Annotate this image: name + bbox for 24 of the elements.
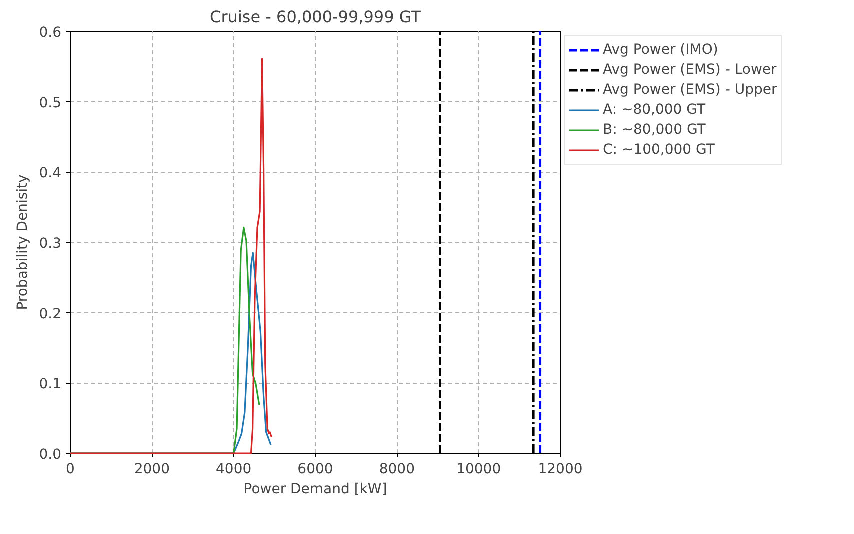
- x-axis-title: Power Demand [kW]: [244, 482, 388, 498]
- y-tick-label: 0.0: [39, 447, 62, 463]
- x-tick-label: 10000: [456, 462, 502, 478]
- legend-label: A: ~80,000 GT: [603, 102, 706, 118]
- y-tick-label: 0.1: [39, 376, 62, 393]
- y-tick-label: 0.5: [39, 95, 62, 112]
- line-series: [70, 58, 273, 454]
- y-tick-label: 0.6: [39, 25, 62, 41]
- x-tick-label: 4000: [216, 462, 252, 478]
- legend-label: B: ~80,000 GT: [603, 122, 706, 138]
- chart-title: Cruise - 60,000-99,999 GT: [210, 8, 422, 26]
- x-tick-label: 0: [66, 462, 75, 478]
- legend-label: Avg Power (IMO): [603, 42, 718, 58]
- x-tick-label: 12000: [538, 462, 583, 478]
- y-axis-title: Probability Denisity: [15, 174, 32, 310]
- legend-label: Avg Power (EMS) - Upper: [603, 82, 778, 98]
- x-tick-label: 2000: [134, 462, 170, 478]
- legend-label: C: ~100,000 GT: [603, 142, 715, 158]
- x-tick-label: 6000: [298, 462, 334, 478]
- y-tick-label: 0.4: [39, 166, 62, 182]
- x-tick-label: 8000: [379, 462, 415, 478]
- legend-label: Avg Power (EMS) - Lower: [603, 62, 777, 78]
- y-tick-label: 0.2: [39, 306, 62, 322]
- y-tick-label: 0.3: [39, 236, 62, 252]
